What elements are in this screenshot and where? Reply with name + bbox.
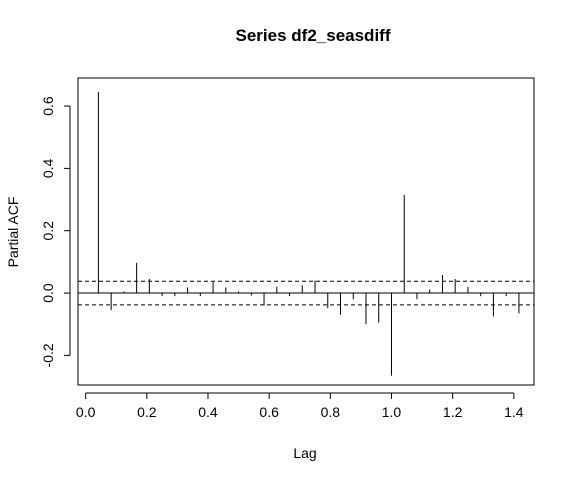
y-axis: -0.2 0.0 0.2 0.4 0.6 <box>40 96 70 367</box>
x-tick-label: 0.2 <box>137 404 157 420</box>
x-tick-label: 0.6 <box>259 404 279 420</box>
y-tick-label: 0.2 <box>40 221 56 241</box>
y-tick-label: 0.0 <box>40 283 56 303</box>
y-tick-label: -0.2 <box>40 343 56 367</box>
x-tick-label: 1.0 <box>382 404 402 420</box>
x-tick-label: 0.0 <box>76 404 96 420</box>
x-axis-label: Lag <box>293 445 316 461</box>
y-axis-label: Partial ACF <box>5 197 21 268</box>
y-tick-label: 0.6 <box>40 96 56 116</box>
chart-title: Series df2_seasdiff <box>236 26 391 45</box>
x-axis: 0.0 0.2 0.4 0.6 0.8 1.0 1.2 1.4 <box>76 393 524 420</box>
x-tick-label: 1.2 <box>443 404 463 420</box>
x-tick-label: 0.8 <box>321 404 341 420</box>
x-tick-label: 1.4 <box>504 404 524 420</box>
plot-frame <box>78 78 534 385</box>
plot-marks <box>78 92 534 376</box>
x-tick-label: 0.4 <box>198 404 218 420</box>
y-tick-label: 0.4 <box>40 158 56 178</box>
